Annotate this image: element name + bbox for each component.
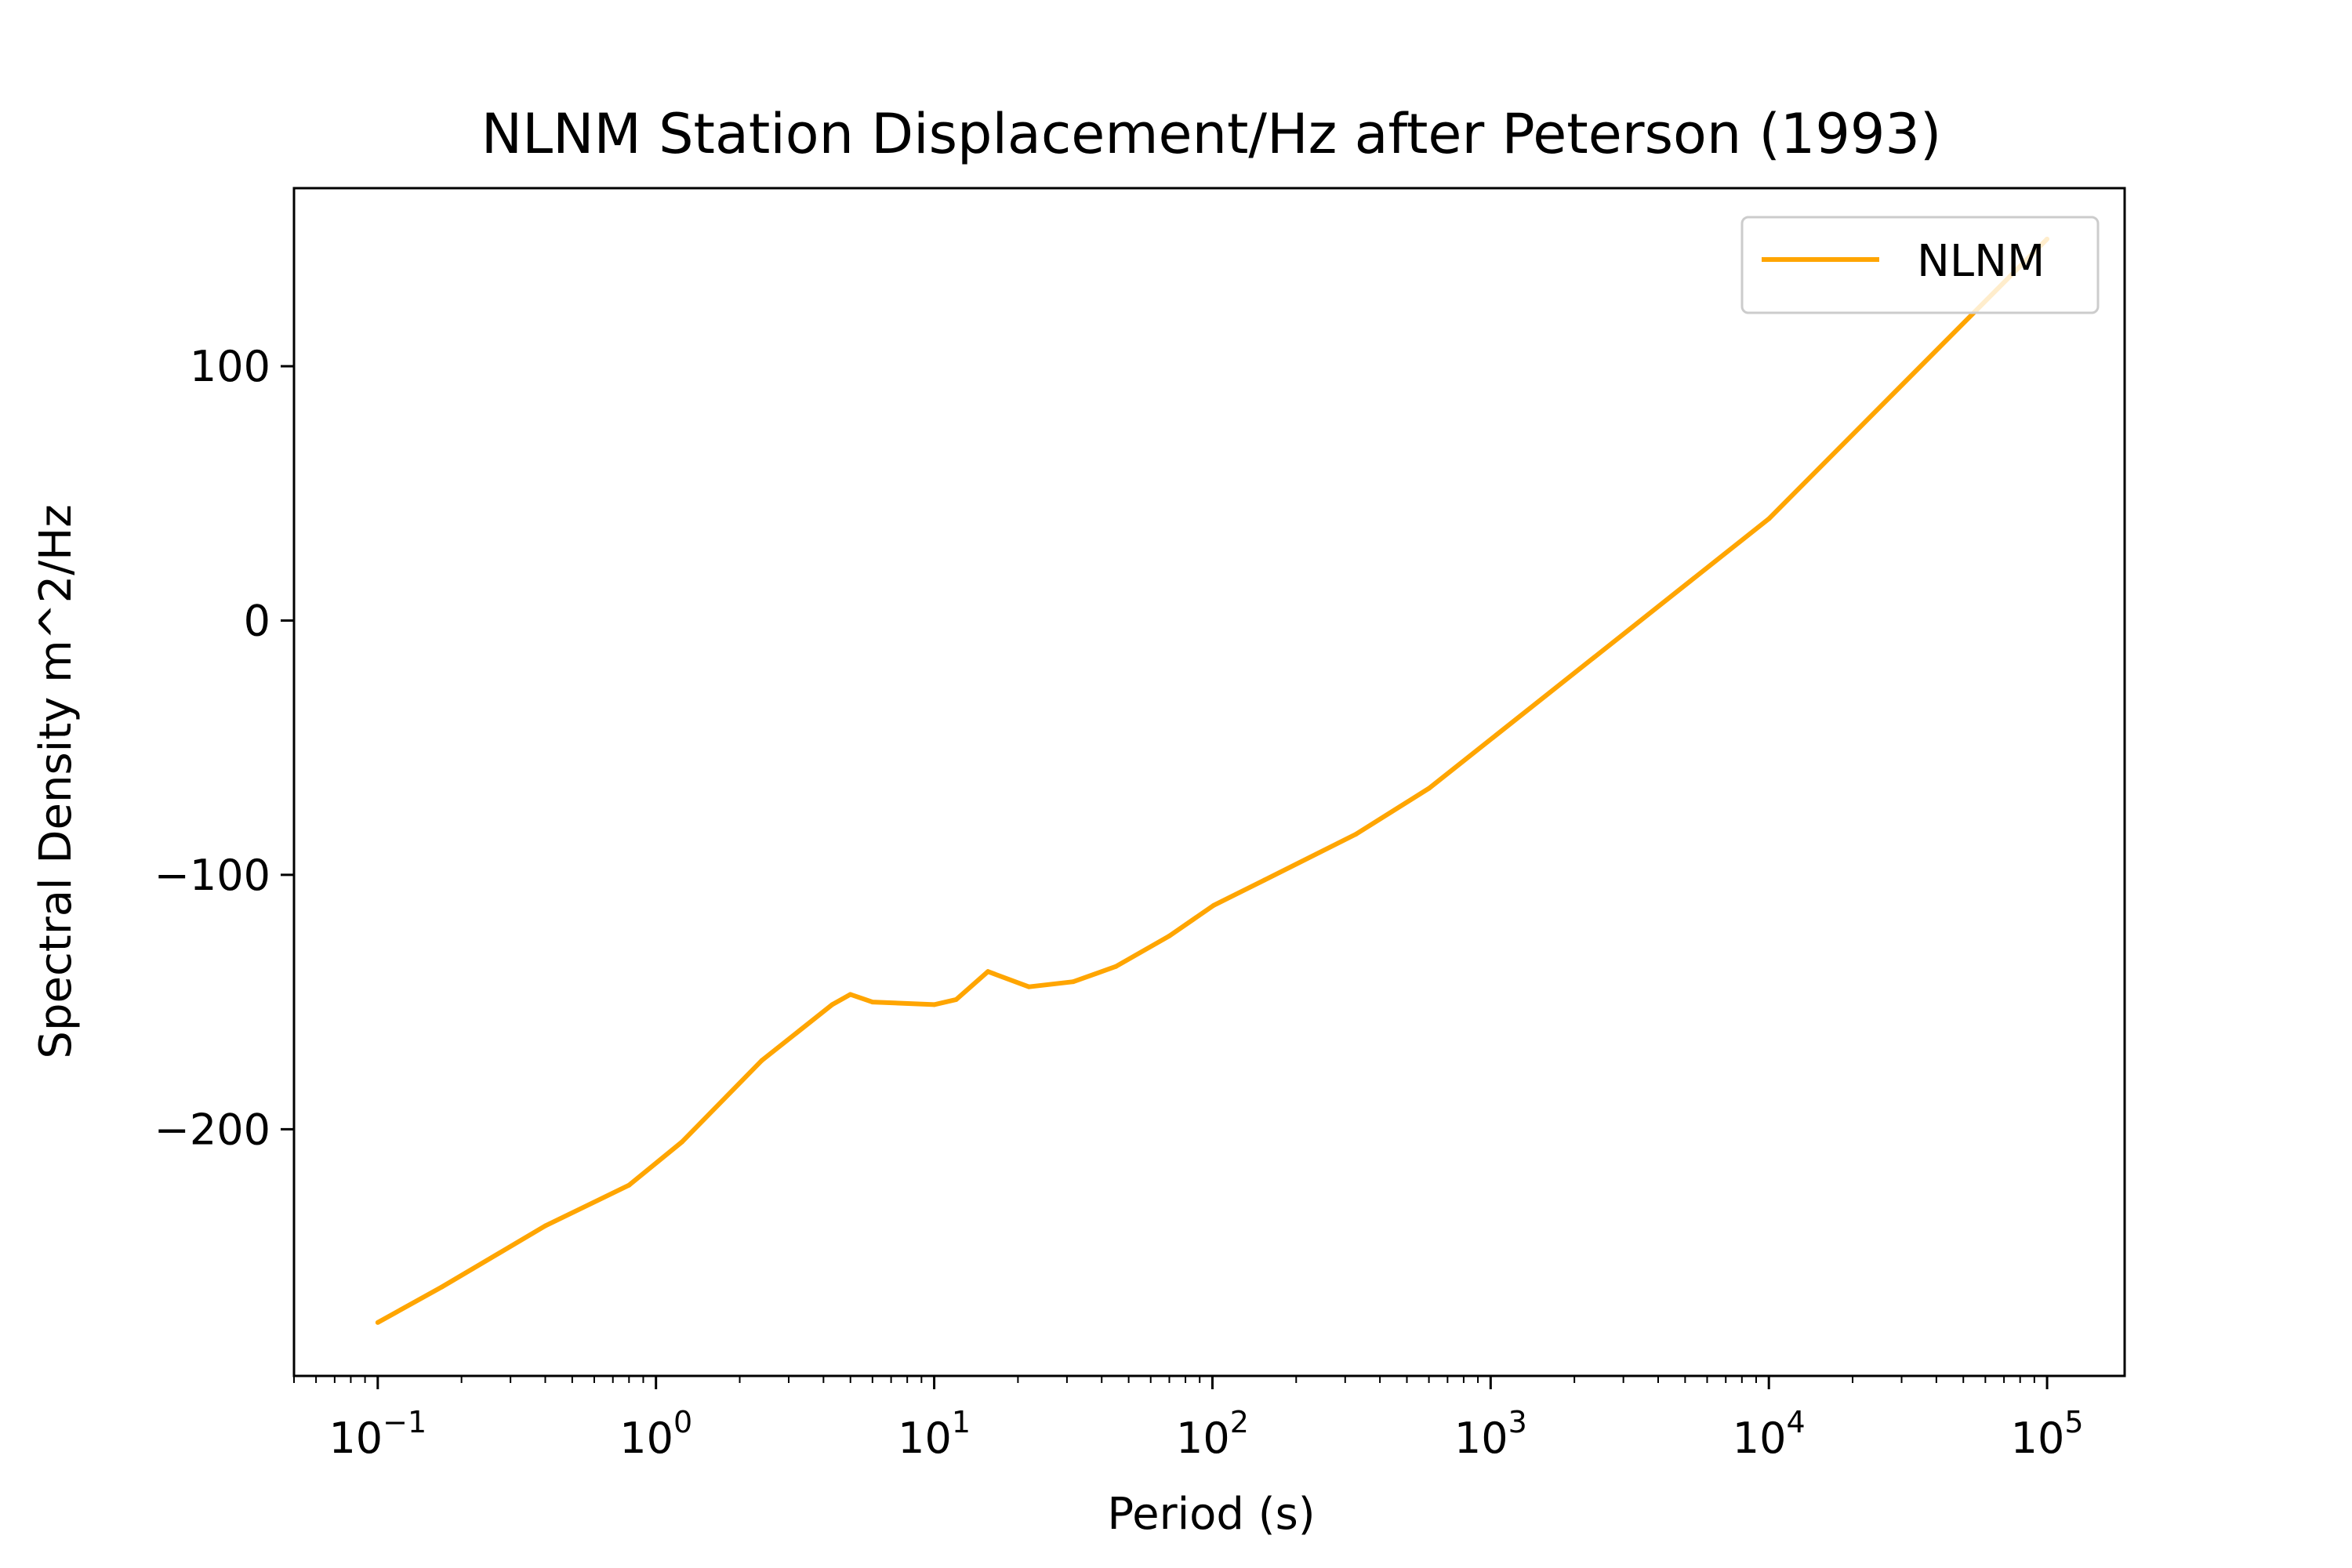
x-tick-label: 101 [898, 1405, 971, 1463]
plot-background [294, 188, 2125, 1376]
data-point [1766, 516, 1772, 521]
data-point [1070, 979, 1076, 985]
data-point [679, 1139, 684, 1145]
data-point [759, 1058, 764, 1063]
y-tick-label: 100 [190, 342, 270, 391]
data-point [931, 1002, 937, 1007]
data-point [829, 1002, 835, 1007]
data-point [1026, 984, 1032, 989]
x-axis-label: Period (s) [1107, 1489, 1315, 1540]
legend-box [1740, 216, 2100, 314]
x-tick-label: 100 [619, 1405, 692, 1463]
y-tick-label: −200 [154, 1105, 270, 1154]
y-axis: 100 0 −100 −200 [154, 342, 294, 1154]
y-tick-label: −100 [154, 851, 270, 900]
data-point [1113, 964, 1119, 969]
data-point [848, 992, 853, 997]
plot-area [294, 188, 2125, 1376]
data-point [1261, 877, 1267, 883]
data-point [543, 1223, 548, 1229]
series-layer [375, 236, 2050, 1325]
x-tick-label: 105 [2011, 1405, 2084, 1463]
data-point [1167, 933, 1172, 938]
chart-title: NLNM Station Displacement/Hz after Peter… [481, 102, 1942, 166]
data-point [985, 969, 991, 975]
data-point [439, 1284, 445, 1290]
data-point [626, 1182, 632, 1188]
data-point [1426, 786, 1432, 791]
data-point [1353, 832, 1359, 837]
y-axis-label: Spectral Density m^2/Hz [31, 504, 82, 1058]
x-tick-label: 10−1 [328, 1405, 426, 1463]
x-axis: 10−1 100 101 102 103 104 105 [293, 1376, 2084, 1463]
plot-frame [292, 187, 2126, 1377]
legend: NLNM [1740, 216, 2100, 314]
data-point [1210, 902, 1216, 908]
legend-label-nlnm: NLNM [1917, 236, 2045, 287]
data-point [869, 1000, 875, 1005]
data-point [953, 996, 959, 1002]
data-point [375, 1319, 380, 1325]
x-tick-label: 102 [1176, 1405, 1249, 1463]
y-tick-label: 0 [244, 596, 270, 645]
series-line-nlnm [376, 237, 2049, 1325]
x-tick-label: 103 [1454, 1405, 1527, 1463]
x-tick-label: 104 [1733, 1405, 1806, 1463]
